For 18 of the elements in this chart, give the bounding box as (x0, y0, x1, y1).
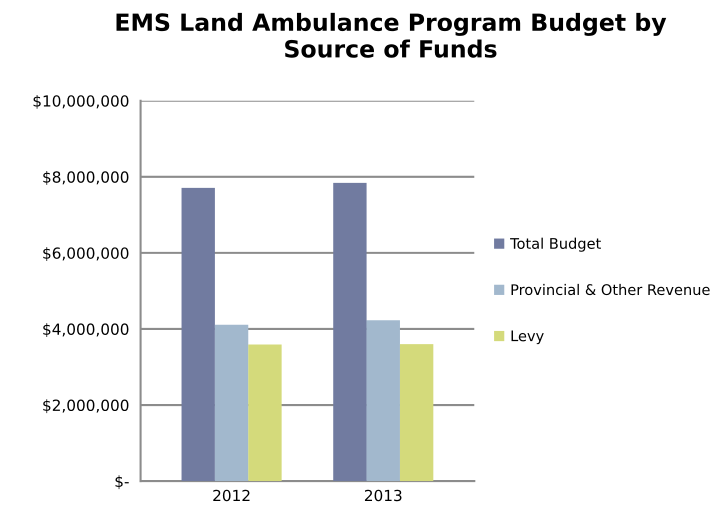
x-tick-label: 2013 (364, 490, 402, 502)
legend-label: Provincial & Other Revenue (512, 284, 710, 296)
bar (214, 324, 248, 482)
chart-title: EMS Land Ambulance Program Budget by Source of Funds (116, 12, 666, 58)
bar (182, 188, 215, 482)
y-tick-label: $4,000,000 (43, 323, 128, 338)
legend-label: Total Budget (510, 238, 601, 252)
y-tick-label: $8,000,000 (43, 171, 128, 185)
bar (400, 344, 434, 482)
bar (333, 182, 367, 482)
y-tick-label: $2,000,000 (43, 399, 128, 414)
y-tick-label: $6,000,000 (43, 247, 128, 261)
y-tick-label: $10,000,000 (34, 94, 128, 109)
legend-label: Levy (512, 330, 544, 344)
y-tick-label: $- (116, 475, 129, 490)
x-tick-label: 2012 (213, 490, 250, 502)
bar (366, 320, 400, 482)
bar (248, 344, 282, 482)
